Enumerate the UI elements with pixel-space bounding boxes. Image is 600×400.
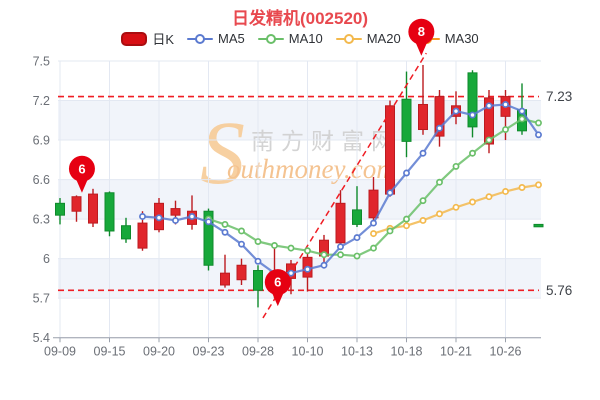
svg-text:10-21: 10-21 [440, 345, 472, 359]
svg-text:10-13: 10-13 [341, 345, 373, 359]
svg-text:S: S [200, 104, 245, 203]
chart-legend: 日K MA5 MA10 MA20 MA30 [0, 29, 600, 48]
kline-swatch-icon [121, 31, 148, 46]
reference-lines: 7.23 5.76 [58, 89, 572, 298]
svg-text:10-10: 10-10 [292, 345, 324, 359]
svg-text:09-28: 09-28 [242, 345, 274, 359]
ma20-label: MA20 [366, 31, 401, 46]
svg-text:6.6: 6.6 [33, 173, 50, 187]
annotation-badges: 6 6 8 [68, 18, 435, 307]
svg-text:10-26: 10-26 [490, 345, 522, 359]
svg-text:09-15: 09-15 [94, 345, 126, 359]
trend-line [262, 52, 427, 319]
svg-text:南方财富网: 南方财富网 [251, 128, 401, 154]
watermark: S 南方财富网 outhmoney.com [200, 104, 401, 203]
ma30-label: MA30 [444, 31, 479, 46]
svg-text:6: 6 [43, 252, 50, 266]
svg-text:6: 6 [274, 275, 281, 290]
svg-text:09-20: 09-20 [143, 345, 175, 359]
svg-text:6.3: 6.3 [33, 213, 50, 227]
svg-text:5.4: 5.4 [33, 331, 50, 345]
svg-text:6: 6 [78, 161, 85, 176]
ma20-marker-icon [335, 33, 362, 44]
legend-item-ma10[interactable]: MA10 [257, 31, 323, 46]
legend-item-ma5[interactable]: MA5 [187, 31, 245, 46]
svg-text:5.7: 5.7 [33, 292, 50, 306]
candles [55, 64, 544, 308]
svg-text:7.5: 7.5 [33, 55, 50, 69]
gridlines [58, 60, 541, 339]
legend-item-ma20[interactable]: MA20 [335, 31, 401, 46]
ma30-marker-icon [413, 33, 440, 44]
svg-text:7.23: 7.23 [546, 89, 572, 104]
svg-text:10-18: 10-18 [391, 345, 423, 359]
kline-label: 日K [152, 32, 175, 47]
svg-text:outhmoney.com: outhmoney.com [227, 154, 396, 184]
svg-text:5.76: 5.76 [546, 283, 572, 298]
ma10-label: MA10 [288, 31, 323, 46]
ma5-label: MA5 [218, 31, 245, 46]
axes: 09-09 09-15 09-20 09-23 09-28 10-10 10-13 10-18… [33, 55, 541, 359]
svg-text:7.2: 7.2 [33, 94, 50, 108]
badge-pin: 6 [68, 155, 95, 193]
ma5-marker-icon [187, 33, 214, 44]
svg-text:6.9: 6.9 [33, 134, 50, 148]
ma10-line [205, 115, 542, 260]
ma5-line [139, 101, 542, 277]
legend-item-ma30[interactable]: MA30 [413, 31, 479, 46]
ma10-marker-icon [257, 33, 284, 44]
svg-text:09-09: 09-09 [44, 345, 76, 359]
svg-text:09-23: 09-23 [193, 345, 225, 359]
ma20-line [370, 181, 542, 238]
page-title: 日发精机(002520) [231, 9, 369, 28]
legend-item-kline[interactable]: 日K [121, 29, 174, 48]
plot-bands [58, 100, 541, 299]
badge-pin: 6 [264, 269, 291, 307]
